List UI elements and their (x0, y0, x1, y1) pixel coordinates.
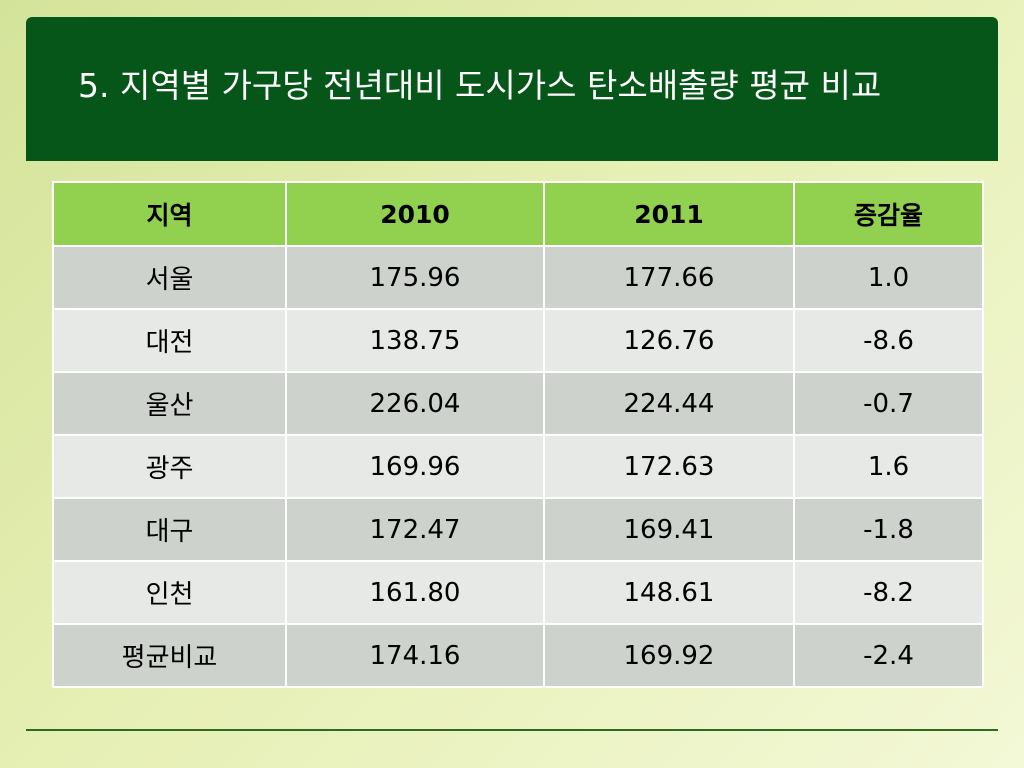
cell-region: 울산 (52, 371, 287, 436)
cell-2010: 169.96 (285, 434, 545, 499)
cell-region: 대구 (52, 497, 287, 562)
cell-change-rate: -8.2 (793, 560, 984, 625)
cell-2010: 174.16 (285, 623, 545, 688)
cell-change-rate: -8.6 (793, 308, 984, 373)
cell-2011: 177.66 (543, 245, 795, 310)
cell-region: 광주 (52, 434, 287, 499)
table-row: 대구 172.47 169.41 -1.8 (52, 497, 984, 562)
header-2011: 2011 (543, 181, 795, 247)
table-row: 인천 161.80 148.61 -8.2 (52, 560, 984, 625)
cell-2011: 172.63 (543, 434, 795, 499)
table-row: 광주 169.96 172.63 1.6 (52, 434, 984, 499)
table-row: 울산 226.04 224.44 -0.7 (52, 371, 984, 436)
cell-change-rate: -1.8 (793, 497, 984, 562)
cell-change-rate: -0.7 (793, 371, 984, 436)
table-row: 대전 138.75 126.76 -8.6 (52, 308, 984, 373)
cell-2011: 169.92 (543, 623, 795, 688)
cell-change-rate: 1.6 (793, 434, 984, 499)
bottom-divider (26, 729, 998, 731)
header-region: 지역 (52, 181, 287, 247)
cell-2011: 169.41 (543, 497, 795, 562)
slide-title: 5. 지역별 가구당 전년대비 도시가스 탄소배출량 평균 비교 (78, 66, 882, 105)
cell-region: 대전 (52, 308, 287, 373)
cell-2010: 172.47 (285, 497, 545, 562)
cell-region: 인천 (52, 560, 287, 625)
cell-change-rate: 1.0 (793, 245, 984, 310)
data-table: 지역 2010 2011 증감율 서울 175.96 177.66 1.0 대전… (52, 181, 984, 688)
cell-2010: 175.96 (285, 245, 545, 310)
table-row: 서울 175.96 177.66 1.0 (52, 245, 984, 310)
title-bar: 5. 지역별 가구당 전년대비 도시가스 탄소배출량 평균 비교 (26, 17, 998, 161)
table-row-average: 평균비교 174.16 169.92 -2.4 (52, 623, 984, 688)
cell-2011: 148.61 (543, 560, 795, 625)
cell-2010: 161.80 (285, 560, 545, 625)
cell-2010: 138.75 (285, 308, 545, 373)
cell-2011: 224.44 (543, 371, 795, 436)
cell-2010: 226.04 (285, 371, 545, 436)
cell-2011: 126.76 (543, 308, 795, 373)
table-header-row: 지역 2010 2011 증감율 (52, 181, 984, 247)
cell-change-rate: -2.4 (793, 623, 984, 688)
header-2010: 2010 (285, 181, 545, 247)
cell-region: 서울 (52, 245, 287, 310)
cell-region: 평균비교 (52, 623, 287, 688)
header-change-rate: 증감율 (793, 181, 984, 247)
